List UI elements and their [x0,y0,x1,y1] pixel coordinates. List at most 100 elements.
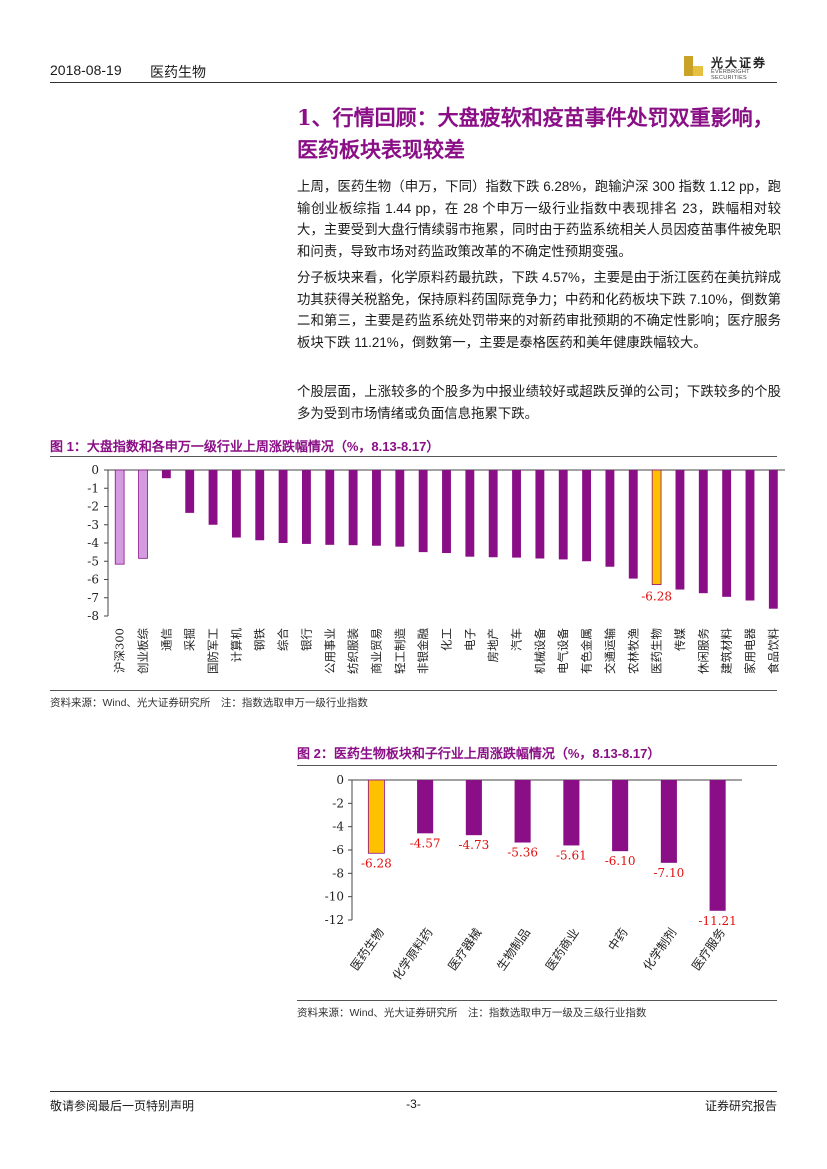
y-tick-label: -7 [87,591,99,605]
data-label: -11.21 [698,914,736,928]
footer-report-type: 证券研究报告 [704,1099,777,1113]
x-tick-label: 房地产 [486,628,500,663]
data-label: -6.28 [361,856,392,870]
x-tick-label: 化工 [440,628,454,651]
bar [208,470,218,525]
bar [605,470,615,567]
footer-divider [50,1091,777,1092]
figure1-source: 资料来源：Wind、光大证券研究所 注：指数选取申万一级行业指数 [50,697,368,709]
y-tick-label: -4 [87,536,99,550]
bar [301,470,311,544]
x-tick-label: 采掘 [183,628,197,651]
data-label: -6.28 [641,590,672,604]
bar [563,780,580,846]
bar [348,470,358,546]
y-tick-label: -6 [87,573,99,587]
bar [628,470,638,579]
bar [372,470,381,546]
logo-text-cn: 光大证券 [711,56,768,70]
y-tick-label: -8 [332,866,344,880]
x-tick-label: 公用事业 [323,628,337,674]
bar [698,470,708,594]
bar [660,780,677,863]
y-tick-label: -12 [325,913,344,927]
bar [722,470,732,597]
bar [395,470,405,547]
bar [465,470,475,557]
y-tick-label: -1 [87,481,99,495]
figure1-bottom-rule [50,690,777,691]
x-tick-label: 交通运输 [603,628,617,674]
data-label: -4.73 [458,838,489,852]
paragraph-1: 上周，医药生物（申万，下同）指数下跌 6.28%，跑输沪深 300 指数 1.1… [297,179,781,259]
x-tick-label: 通信 [159,628,173,651]
data-label: -5.36 [507,846,538,860]
x-tick-label: 有色金属 [580,628,594,674]
x-tick-label: 建筑材料 [720,628,734,674]
x-tick-label: 家用电器 [743,628,757,674]
y-tick-label: -5 [87,554,99,568]
bar [768,470,778,609]
bar [612,780,629,852]
bar [512,470,521,558]
bar [558,470,568,560]
x-tick-label: 创业板综 [136,628,150,674]
x-tick-label: 纺织服装 [346,628,360,674]
bar [417,780,434,834]
data-label: -4.57 [410,836,441,850]
x-tick-label: 钢铁 [253,628,267,651]
bar [231,470,241,538]
y-tick-label: -4 [332,820,344,834]
data-label: -5.61 [556,848,587,862]
figure1-chart: 0 -1 -2 -3 -4 -5 -6 -7 -8 沪深300 创业板综 通信 采掘 国防军工 计算机 钢铁综… [87,463,785,674]
x-tick-label: 电子 [463,628,477,651]
y-tick-label: -8 [87,609,99,623]
bar [745,470,755,601]
report-date: 2018-08-19 [50,62,122,78]
bar [161,470,171,479]
footer-page-number: -3- [406,1097,421,1111]
x-tick-label: 商业贸易 [369,628,383,674]
x-tick-label: 医药生物 [650,628,664,674]
x-tick-label: 医疗服务 [688,925,728,973]
x-tick-label: 医药商业 [542,925,582,973]
bar [582,470,592,562]
x-tick-label: 化学原料药 [389,925,436,983]
y-tick-label: -6 [332,843,344,857]
x-tick-label: 非银金融 [416,628,430,674]
y-tick-label: -2 [332,796,344,810]
bar [651,469,662,586]
paragraph-3: 个股层面，上涨较多的个股多为中报业绩较好或超跌反弹的公司；下跌较多的个股多为受到… [297,384,781,421]
figure1-title: 图 1：大盘指数和各申万一级行业上周涨跌幅情况（%，8.13-8.17） [50,439,440,454]
figure2-bottom-rule [297,1000,777,1001]
y-tick-label: 0 [91,463,99,477]
bar [465,780,482,836]
y-tick-label: 0 [336,773,344,787]
footer-disclaimer: 敬请参阅最后一页特别声明 [50,1099,195,1113]
bar [255,470,265,541]
x-tick-label: 医疗器械 [445,925,485,973]
x-tick-label: 传媒 [673,628,687,651]
x-tick-label: 国防军工 [206,628,220,674]
paragraph-2: 分子板块来看，化学原料药最抗跌，下跌 4.57%，主要是由于浙江医药在美抗辩成功… [297,270,781,350]
logo-text-en: EVERBRIGHT SECURITIES [711,69,750,81]
x-tick-label: 计算机 [229,628,243,663]
figure2-title: 图 2：医药生物板块和子行业上周涨跌幅情况（%，8.13-8.17） [297,746,661,761]
section-title: 1、行情回顾：大盘疲软和疫苗事件处罚双重影响，医药板块表现较差 [297,105,774,162]
bar [278,470,288,543]
y-tick-label: -10 [325,890,344,904]
bar [138,469,148,559]
data-label: -7.10 [653,866,684,880]
x-tick-label: 农林牧渔 [626,628,640,674]
everbright-logo: 光大证券 EVERBRIGHT SECURITIES [683,54,783,81]
x-tick-label: 沪深300 [113,628,127,673]
x-tick-label: 银行 [299,628,313,651]
bar [709,780,726,911]
bar [114,469,125,565]
bar [418,470,428,553]
bar [514,780,531,843]
y-tick-label: -3 [87,518,99,532]
x-tick-label: 化学制剂 [640,925,680,973]
bar [488,470,498,558]
x-tick-label: 轻工制造 [393,628,407,674]
